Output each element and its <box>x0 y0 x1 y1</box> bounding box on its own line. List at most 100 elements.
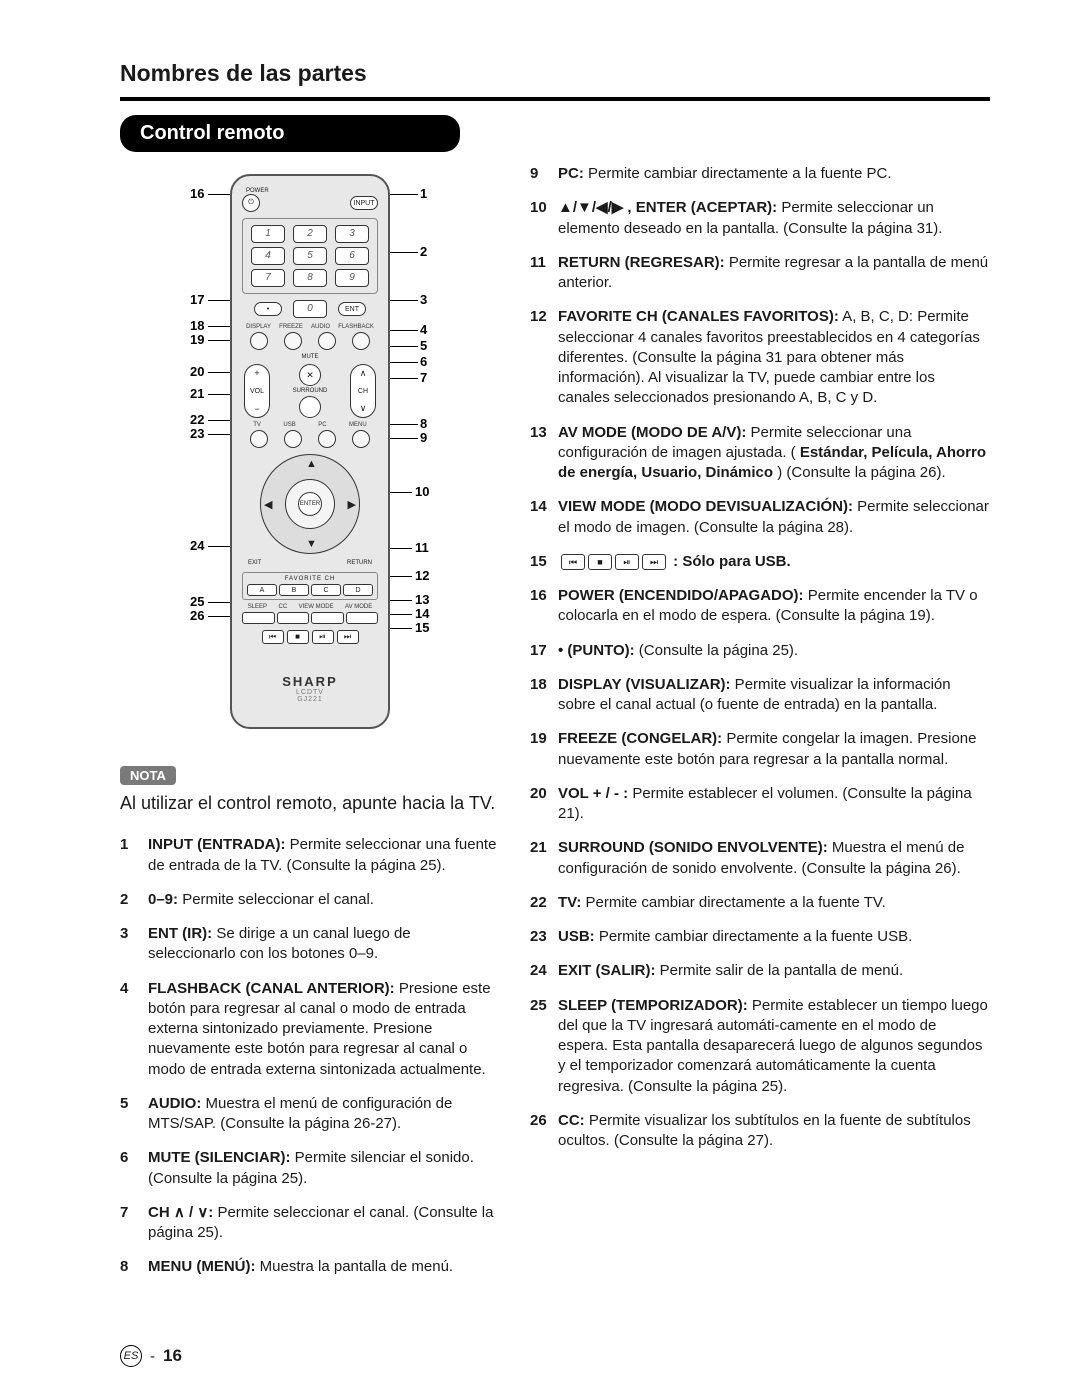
item-name: USB: <box>558 928 595 945</box>
item-number: 4 <box>120 979 148 1080</box>
item-body: POWER (ENCENDIDO/APAGADO): Permite encen… <box>558 586 990 627</box>
item-body: FREEZE (CONGELAR): Permite congelar la i… <box>558 729 990 770</box>
item-number: 18 <box>530 675 558 716</box>
item-number: 12 <box>530 307 558 408</box>
list-item: 26CC: Permite visualizar los subtítulos … <box>530 1111 990 1152</box>
item-number: 22 <box>530 893 558 913</box>
surround-button <box>299 396 321 418</box>
list-item: 11RETURN (REGRESAR): Permite regresar a … <box>530 253 990 294</box>
callout-6: 6 <box>420 354 427 369</box>
enter-button: ENTER <box>298 492 322 516</box>
brand-block: SHARP LCDTV GJ221 <box>242 674 378 703</box>
item-name: DISPLAY (VISUALIZAR): <box>558 676 731 693</box>
item-body: SLEEP (TEMPORIZADOR): Permite establecer… <box>558 996 990 1097</box>
item-body: • (PUNTO): (Consulte la página 25). <box>558 641 990 661</box>
label-row-2: TVUSB PCMENU <box>242 422 378 428</box>
item-text: (Consulte la página 25). <box>635 642 798 659</box>
item-text2: ) (Consulte la página 26). <box>773 464 946 481</box>
item-body: MUTE (SILENCIAR): Permite silenciar el s… <box>148 1148 500 1189</box>
item-number: 23 <box>530 927 558 947</box>
item-body: VIEW MODE (MODO DEVISUALIZACIÓN): Permit… <box>558 497 990 538</box>
item-text: Muestra la pantalla de menú. <box>255 1258 453 1275</box>
callout-18: 18 <box>190 318 204 333</box>
playpause-icon: ⏯ <box>312 630 334 644</box>
item-name: MUTE (SILENCIAR): <box>148 1149 291 1166</box>
usb-key-icon: ⏯ <box>615 554 639 570</box>
label-row-3: SLEEPCC VIEW MODEAV MODE <box>242 604 378 610</box>
title-rule <box>120 97 990 101</box>
item-body: DISPLAY (VISUALIZAR): Permite visualizar… <box>558 675 990 716</box>
item-body: FLASHBACK (CANAL ANTERIOR): Presione est… <box>148 979 500 1080</box>
item-name: FLASHBACK (CANAL ANTERIOR): <box>148 980 395 997</box>
item-number: 15 <box>530 552 558 572</box>
callout-22: 22 <box>190 412 204 427</box>
tv-button <box>250 430 268 448</box>
callout-5: 5 <box>420 338 427 353</box>
ent-button: ENT <box>338 302 366 316</box>
item-name: VOL + / - : <box>558 785 628 802</box>
item-name: SLEEP (TEMPORIZADOR): <box>558 997 748 1014</box>
item-name: EXIT (SALIR): <box>558 962 656 979</box>
item-number: 13 <box>530 423 558 484</box>
item-text: Permite visualizar los subtítulos en la … <box>558 1112 971 1149</box>
callout-1: 1 <box>420 186 427 201</box>
right-item-list: 9PC: Permite cambiar directamente a la f… <box>530 164 990 1151</box>
dpad: ENTER ▲ ▼ ◀ ▶ <box>260 454 360 554</box>
dot-button: • <box>254 302 282 316</box>
list-item: 23USB: Permite cambiar directamente a la… <box>530 927 990 947</box>
remote-body: POWER ⏻ INPUT 1 2 3 4 5 6 7 8 9 • <box>230 174 390 729</box>
item-name: AV MODE (MODO DE A/V): <box>558 424 746 441</box>
item-name: FREEZE (CONGELAR): <box>558 730 722 747</box>
nota-badge: NOTA <box>120 766 176 785</box>
list-item: 9PC: Permite cambiar directamente a la f… <box>530 164 990 184</box>
item-number: 24 <box>530 961 558 981</box>
left-item-list: 1INPUT (ENTRADA): Permite seleccionar un… <box>120 835 500 1277</box>
lang-badge: ES <box>120 1345 142 1367</box>
item-body: FAVORITE CH (CANALES FAVORITOS): A, B, C… <box>558 307 990 408</box>
list-item: 20VOL + / - : Permite establecer el volu… <box>530 784 990 825</box>
item-number: 9 <box>530 164 558 184</box>
callout-16: 16 <box>190 186 204 201</box>
usb-key-icon: ⏭ <box>642 554 666 570</box>
item-number: 17 <box>530 641 558 661</box>
item-number: 14 <box>530 497 558 538</box>
audio-button <box>318 332 336 350</box>
num-1: 1 <box>251 225 285 243</box>
item-name: TV: <box>558 894 581 911</box>
item-body: INPUT (ENTRADA): Permite seleccionar una… <box>148 835 500 876</box>
list-item: 19FREEZE (CONGELAR): Permite congelar la… <box>530 729 990 770</box>
num-9: 9 <box>335 269 369 287</box>
item-body: ⏮■⏯⏭ : Sólo para USB. <box>558 552 990 572</box>
num-3: 3 <box>335 225 369 243</box>
item-body: ▲/▼/◀/▶ , ENTER (ACEPTAR): Permite selec… <box>558 198 990 239</box>
fav-b: B <box>279 584 309 596</box>
right-arrow-icon: ▶ <box>348 498 356 511</box>
content-columns: 16 17 18 19 20 21 22 23 24 25 26 1 2 3 4… <box>120 164 990 1292</box>
remote-diagram: 16 17 18 19 20 21 22 23 24 25 26 1 2 3 4… <box>120 164 500 754</box>
item-name: PC: <box>558 165 584 182</box>
callout-24: 24 <box>190 538 204 553</box>
item-number: 16 <box>530 586 558 627</box>
callout-11: 11 <box>415 540 429 555</box>
item-body: USB: Permite cambiar directamente a la f… <box>558 927 990 947</box>
display-button <box>250 332 268 350</box>
item-body: CC: Permite visualizar los subtítulos en… <box>558 1111 990 1152</box>
item-number: 1 <box>120 835 148 876</box>
list-item: 14VIEW MODE (MODO DEVISUALIZACIÓN): Perm… <box>530 497 990 538</box>
callout-25: 25 <box>190 594 204 609</box>
footer-sep: - <box>150 1348 155 1365</box>
item-body: RETURN (REGRESAR): Permite regresar a la… <box>558 253 990 294</box>
fav-d: D <box>343 584 373 596</box>
item-body: 0–9: Permite seleccionar el canal. <box>148 890 500 910</box>
item-number: 19 <box>530 729 558 770</box>
list-item: 21SURROUND (SONIDO ENVOLVENTE): Muestra … <box>530 838 990 879</box>
next-icon: ⏭ <box>337 630 359 644</box>
num-6: 6 <box>335 247 369 265</box>
label-row-1: DISPLAYFREEZE AUDIOFLASHBACK <box>242 324 378 330</box>
freeze-button <box>284 332 302 350</box>
fav-c: C <box>311 584 341 596</box>
list-item: 4FLASHBACK (CANAL ANTERIOR): Presione es… <box>120 979 500 1080</box>
list-item: 10▲/▼/◀/▶ , ENTER (ACEPTAR): Permite sel… <box>530 198 990 239</box>
item-body: SURROUND (SONIDO ENVOLVENTE): Muestra el… <box>558 838 990 879</box>
return-label: RETURN <box>347 560 372 566</box>
